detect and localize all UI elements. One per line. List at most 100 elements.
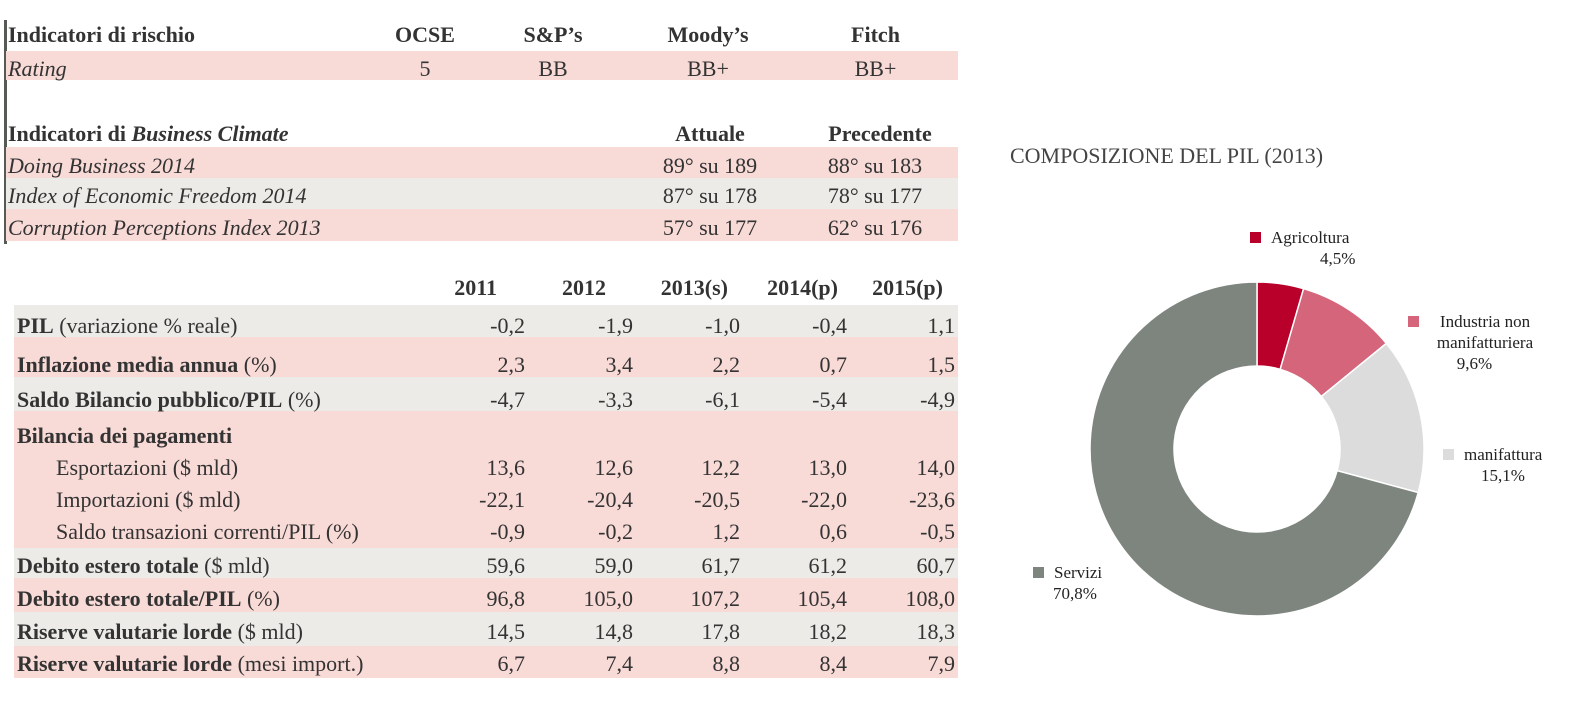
macro-row-label: Saldo Bilancio pubblico/PIL (%) — [17, 389, 321, 411]
macro-row-band — [14, 612, 958, 646]
year-header: 2011 — [454, 275, 497, 300]
macro-row-label-bold: Bilancia dei pagamenti — [17, 423, 233, 448]
legend-value: 4,5% — [1320, 249, 1356, 268]
macro-cell: 107,2 — [690, 586, 741, 611]
pie-slice-servizi — [1089, 281, 1420, 617]
risk-row-label: Rating — [8, 56, 67, 81]
macro-row-label: Importazioni ($ mld) — [56, 489, 241, 511]
business-row-band — [6, 178, 958, 209]
business-row-label: Index of Economic Freedom 2014 — [8, 183, 307, 208]
year-header: 2015(p) — [872, 275, 943, 300]
macro-cell: 0,6 — [819, 519, 848, 544]
macro-cell: 14,0 — [916, 455, 956, 480]
macro-row-label-rest: Esportazioni ($ mld) — [56, 455, 239, 480]
macro-row-label: Debito estero totale/PIL (%) — [17, 588, 280, 610]
macro-cell: -20,5 — [694, 487, 740, 512]
legend-agricoltura: Agricoltura 4,5% — [1250, 227, 1355, 269]
macro-cell: -22,0 — [801, 487, 847, 512]
macro-cell: 12,2 — [701, 455, 741, 480]
risk-header-sp: S&P’s — [523, 22, 583, 47]
risk-value-ocse: 5 — [419, 56, 431, 81]
macro-cell: -6,1 — [705, 387, 740, 412]
macro-row-label-rest: (%) — [238, 352, 277, 377]
legend-servizi: Servizi 70,8% — [1033, 562, 1102, 604]
macro-cell: 2,3 — [497, 352, 526, 377]
chart-title: COMPOSIZIONE DEL PIL (2013) — [1010, 143, 1324, 168]
macro-cell: 14,8 — [594, 619, 634, 644]
macro-row-band — [14, 578, 958, 612]
macro-row-label: Esportazioni ($ mld) — [56, 457, 238, 479]
legend-manifattura: manifattura 15,1% — [1443, 444, 1542, 486]
macro-cell: -1,9 — [598, 313, 633, 338]
risk-row-band — [6, 51, 958, 80]
macro-row-label-bold: Riserve valutarie lorde — [17, 651, 233, 676]
macro-cell: -1,0 — [705, 313, 740, 338]
business-header-previous: Precedente — [828, 121, 932, 146]
risk-header-fitch: Fitch — [851, 22, 900, 47]
risk-header-moodys: Moody’s — [667, 22, 749, 47]
macro-cell: -22,1 — [479, 487, 525, 512]
macro-cell: -5,4 — [812, 387, 847, 412]
macro-cell: 12,6 — [594, 455, 634, 480]
macro-row-label: Saldo transazioni correnti/PIL (%) — [56, 521, 359, 543]
legend-value: 9,6% — [1456, 354, 1493, 373]
macro-row-label-rest: Importazioni ($ mld) — [56, 487, 241, 512]
legend-name: Servizi — [1054, 563, 1103, 582]
macro-row-band — [14, 411, 958, 548]
legend-industria: Industria non manifatturiera 9,6% — [1408, 311, 1541, 374]
business-header-prefix: Indicatori di — [8, 121, 132, 146]
business-header-em: Business Climate — [131, 121, 289, 146]
macro-cell: 59,6 — [486, 553, 526, 578]
risk-value-fitch: BB+ — [854, 56, 897, 81]
macro-cell: -3,3 — [598, 387, 633, 412]
macro-cell: 3,4 — [605, 352, 634, 377]
risk-header-label: Indicatori di rischio — [8, 22, 196, 47]
macro-cell: 18,3 — [916, 619, 956, 644]
macro-cell: 8,8 — [712, 651, 741, 676]
macro-cell: 7,9 — [927, 651, 956, 676]
macro-cell: -20,4 — [587, 487, 633, 512]
left-accent-bar — [4, 20, 7, 244]
macro-cell: -0,2 — [490, 313, 525, 338]
macro-cell: 6,7 — [497, 651, 526, 676]
macro-row-label-bold: Inflazione media annua — [17, 352, 239, 377]
legend-name: manifattura — [1464, 445, 1543, 464]
macro-cell: -0,2 — [598, 519, 633, 544]
macro-row-label: Riserve valutarie lorde ($ mld) — [17, 621, 303, 643]
macro-cell: -4,7 — [490, 387, 525, 412]
macro-row-label-bold: PIL — [17, 313, 54, 338]
macro-cell: 2,2 — [712, 352, 741, 377]
macro-cell: -0,9 — [490, 519, 525, 544]
macro-cell: 18,2 — [808, 619, 848, 644]
macro-row-band — [14, 646, 958, 678]
legend-swatch — [1443, 449, 1454, 460]
macro-row-label-rest: (variazione % reale) — [53, 313, 238, 338]
legend-swatch — [1033, 567, 1044, 578]
macro-row-label-bold: Riserve valutarie lorde — [17, 619, 233, 644]
macro-row-label-rest: Saldo transazioni correnti/PIL (%) — [56, 519, 359, 544]
macro-row-label-rest: (mesi import.) — [232, 651, 364, 676]
macro-cell: -4,9 — [920, 387, 955, 412]
macro-cell: -0,4 — [812, 313, 847, 338]
macro-row-label: Bilancia dei pagamenti — [17, 425, 232, 447]
business-row-current: 57° su 177 — [662, 215, 758, 240]
macro-cell: -23,6 — [909, 487, 955, 512]
business-header-current: Attuale — [675, 121, 745, 146]
macro-cell: 0,7 — [819, 352, 848, 377]
business-header-label: Indicatori di Business Climate — [8, 123, 289, 145]
legend-name: Agricoltura — [1271, 228, 1350, 247]
risk-value-moodys: BB+ — [687, 56, 729, 81]
macro-row-label-rest: (%) — [241, 586, 280, 611]
macro-cell: 8,4 — [819, 651, 848, 676]
macro-cell: 105,0 — [583, 586, 634, 611]
macro-row-band — [14, 305, 958, 337]
macro-cell: 1,5 — [927, 352, 956, 377]
macro-row-band — [14, 337, 958, 377]
macro-cell: 60,7 — [916, 553, 956, 578]
macro-cell: -0,5 — [920, 519, 955, 544]
macro-cell: 13,6 — [486, 455, 526, 480]
macro-cell: 61,7 — [701, 553, 741, 578]
macro-row-label: Inflazione media annua (%) — [17, 354, 277, 376]
macro-row-label-bold: Saldo Bilancio pubblico/PIL — [17, 387, 283, 412]
macro-row-label: Riserve valutarie lorde (mesi import.) — [17, 653, 363, 675]
